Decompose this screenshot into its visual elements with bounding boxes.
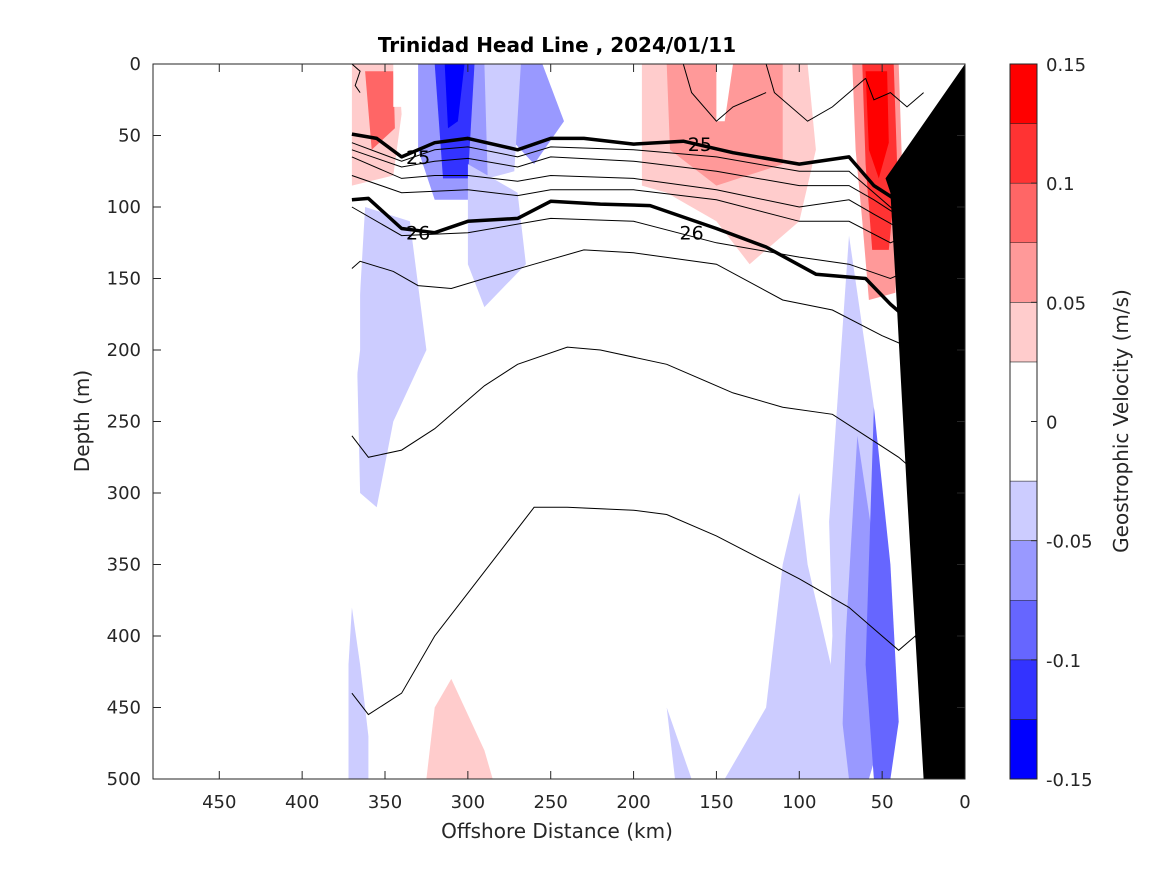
density-contour-line [351,506,929,716]
density-contour-line [682,64,767,122]
y-tick-label: 350 [107,555,141,576]
velocity-region [467,164,526,308]
x-axis-title: Offshore Distance (km) [441,819,673,843]
y-tick-label: 450 [107,698,141,719]
colorbar-swatch [1009,719,1038,780]
colorbar-title: Geostrophic Velocity (m/s) [1109,289,1133,553]
colorbar-tick-label: -0.1 [1046,651,1081,672]
velocity-region [716,64,733,122]
velocity-region [724,493,849,779]
isopycnal-label: 25 [688,134,712,156]
x-tick-label: 150 [699,792,733,813]
velocity-region [356,207,427,508]
density-contour-line [351,175,924,244]
y-tick-label: 300 [107,483,141,504]
colorbar: 0.15 0.1 0.05 0 -0.05 -0.1 -0.15 [1009,55,1093,791]
density-contour-line [351,64,361,93]
colorbar-swatch [1009,123,1038,184]
y-axis-title: Depth (m) [70,370,94,472]
plot-title: Trinidad Head Line , 2024/01/11 [378,33,736,57]
density-contour-line [865,78,924,108]
colorbar-swatch [1009,480,1038,541]
x-tick-label: 450 [202,792,236,813]
velocity-region [393,64,410,107]
y-tick-label: 0 [130,54,141,75]
velocity-region [865,407,899,779]
colorbar-swatch [1009,600,1038,661]
x-tick-label: 400 [285,792,319,813]
y-tick-label: 250 [107,412,141,433]
density-contour-line [351,346,924,480]
isopycnal-label: 26 [680,223,704,245]
isopycnal-label: 25 [406,147,430,169]
colorbar-tick-label: 0.1 [1046,174,1075,195]
x-tick-label: 350 [368,792,402,813]
x-tick-label: 200 [616,792,650,813]
land-mask-layer [885,64,965,779]
colorbar-swatch [1009,182,1038,244]
colorbar-swatch [1009,63,1038,124]
x-tick-label: 50 [871,792,894,813]
y-axis: 0 50 100 150 200 250 300 350 400 450 500 [107,54,965,790]
isopycnal-26 [351,196,932,321]
x-tick-label: 100 [782,792,816,813]
velocity-region [348,607,369,779]
velocity-region [426,678,493,779]
density-contour-line [351,142,924,215]
density-contour-layer [351,64,929,716]
y-tick-label: 200 [107,340,141,361]
velocity-region [444,64,465,129]
density-contour-line [765,64,866,122]
velocity-region [865,71,889,179]
density-contour-line [351,156,924,234]
y-tick-label: 400 [107,626,141,647]
x-tick-label: 0 [959,792,970,813]
y-tick-label: 150 [107,269,141,290]
plot-area: 25 25 26 26 [152,63,966,780]
x-axis: 450 400 350 300 250 200 150 100 50 0 [202,64,971,813]
colorbar-swatch [1009,659,1038,720]
colorbar-tick-label: -0.05 [1046,532,1093,553]
density-contour-line [351,249,924,351]
velocity-region [666,707,692,779]
isopycnal-label: 26 [406,223,430,245]
velocity-region [375,78,389,129]
x-tick-label: 250 [534,792,568,813]
isopycnal-25 [351,132,933,209]
colorbar-swatch [1009,302,1038,363]
colorbar-tick-label: -0.15 [1046,770,1093,791]
colorbar-swatch [1009,242,1038,303]
density-contour-line [351,149,924,222]
y-tick-label: 100 [107,197,141,218]
y-tick-label: 50 [118,126,141,147]
velocity-region [401,478,535,779]
colorbar-swatch [1009,540,1038,601]
colorbar-tick-label: 0 [1046,413,1057,434]
velocity-region [514,64,564,165]
isopycnal-layer [351,132,933,321]
colorbar-tick-label: 0.05 [1046,293,1086,314]
x-tick-label: 300 [451,792,485,813]
plot-background [153,64,965,779]
velocity-region [343,207,361,422]
y-tick-label: 500 [107,769,141,790]
colorbar-tick-label: 0.15 [1046,55,1086,76]
velocity-region [570,64,588,129]
land-mask [885,64,965,779]
contour-label-layer: 25 25 26 26 [406,134,712,245]
